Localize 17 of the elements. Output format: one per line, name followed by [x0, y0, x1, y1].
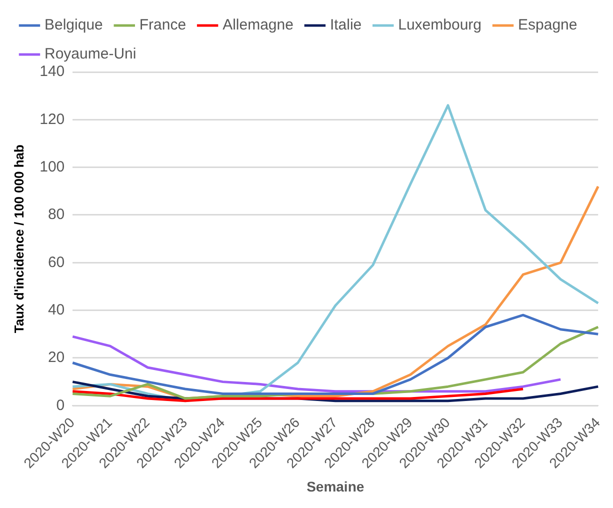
y-tick-label: 120 — [40, 110, 65, 128]
legend-label: France — [139, 16, 186, 34]
y-tick-label: 40 — [48, 301, 65, 318]
y-tick-label: 140 — [40, 63, 65, 80]
y-tick-label: 20 — [48, 349, 65, 366]
y-tick-label: 60 — [48, 254, 65, 271]
y-tick-label: 0 — [56, 396, 65, 414]
legend-label: Italie — [330, 16, 362, 34]
y-tick-label: 80 — [48, 206, 65, 224]
legend-label: Espagne — [518, 16, 578, 34]
y-axis-title: Taux d'incidence / 100 000 hab — [11, 144, 26, 334]
x-axis-title: Semaine — [306, 478, 364, 494]
y-tick-label: 100 — [40, 158, 65, 176]
legend-label: Royaume-Uni — [44, 46, 136, 63]
legend-label: Belgique — [44, 16, 103, 34]
legend-label: Allemagne — [222, 16, 294, 34]
legend-label: Luxembourg — [398, 16, 482, 34]
